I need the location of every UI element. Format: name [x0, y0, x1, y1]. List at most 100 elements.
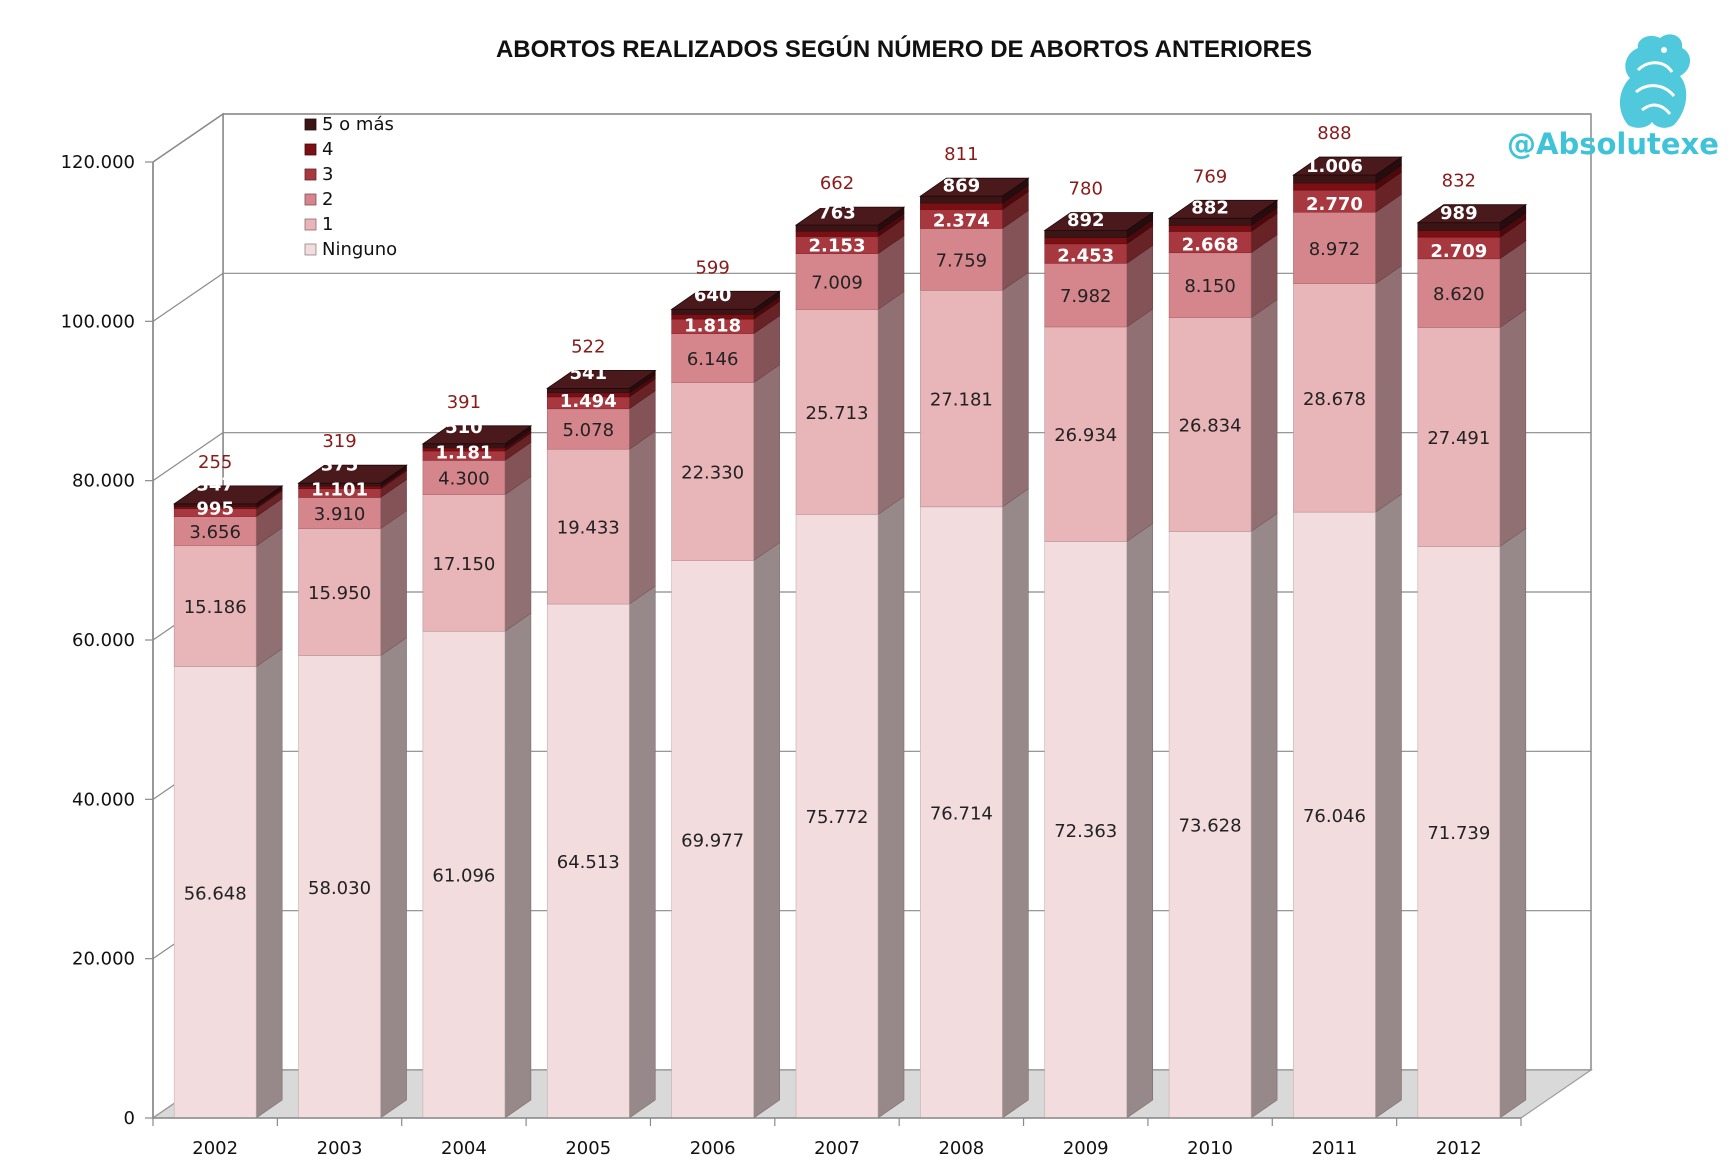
bar-top — [545, 370, 657, 389]
bar-segment-2 — [1044, 263, 1128, 328]
data-label-1: 19.433 — [557, 518, 620, 539]
bar-top — [919, 177, 1030, 197]
data-label-2: 8.972 — [1309, 239, 1361, 260]
legend-item: 1 — [304, 214, 333, 235]
bar-side-Ninguno — [628, 585, 656, 1119]
data-label-1: 27.491 — [1427, 428, 1490, 449]
data-label-2: 5.078 — [563, 420, 615, 441]
bar-side-1 — [1002, 271, 1029, 508]
y-tick-label: 60.000 — [72, 630, 135, 651]
legend-swatch — [304, 193, 317, 206]
bar-segment-5 o más — [671, 309, 754, 315]
bar-2008: 76.714 27.181 7.759 2.374 869 811 — [919, 144, 1030, 1119]
gridline-side — [152, 432, 224, 482]
bar-side-1 — [753, 364, 780, 562]
bar-segment-2 — [298, 497, 381, 529]
bar-segment-4 — [1044, 237, 1128, 245]
bar-segment-Ninguno — [546, 603, 630, 1119]
data-label-2: 8.620 — [1433, 284, 1485, 305]
bar-segment-2 — [920, 228, 1003, 291]
data-label-2: 7.759 — [936, 250, 988, 271]
data-label-4: 888 — [1317, 123, 1351, 144]
data-label-3: 1.101 — [311, 479, 368, 500]
x-tick-label: 2004 — [441, 1138, 487, 1159]
bar-segment-1 — [1044, 326, 1128, 542]
data-label-Ninguno: 71.739 — [1427, 823, 1490, 844]
data-label-4: 769 — [1193, 166, 1227, 187]
y-tick-label: 120.000 — [61, 152, 135, 173]
bar-segment-1 — [920, 290, 1003, 508]
data-label-Ninguno: 75.772 — [806, 807, 869, 828]
legend-item: Ninguno — [304, 239, 397, 260]
bar-side-Ninguno — [1126, 522, 1154, 1119]
data-label-3: 1.494 — [560, 391, 617, 412]
bar-segment-1 — [1168, 317, 1252, 532]
bar-side-Ninguno — [380, 637, 407, 1119]
x-tick-label: 2012 — [1436, 1138, 1482, 1159]
bar-side-1 — [1126, 308, 1154, 543]
bar-segment-2 — [173, 516, 257, 547]
legend-label: 3 — [322, 164, 333, 185]
data-label-3: 1.181 — [435, 442, 492, 463]
legend-label: 1 — [322, 214, 333, 235]
data-label-3: 1.818 — [684, 316, 741, 337]
bar-segment-4 — [1417, 230, 1501, 238]
gridline-side — [152, 272, 224, 322]
bar-segment-1 — [298, 528, 381, 656]
data-label-1: 25.713 — [806, 403, 869, 424]
bar-segment-Ninguno — [1044, 541, 1128, 1119]
data-label-4: 811 — [944, 144, 978, 165]
data-label-Ninguno: 64.513 — [557, 852, 620, 873]
legend-label: 4 — [322, 139, 333, 160]
bar-segment-Ninguno — [422, 630, 506, 1119]
data-label-1: 28.678 — [1303, 389, 1366, 410]
x-tick-label: 2005 — [565, 1138, 611, 1159]
bar-segment-5 o más — [795, 224, 879, 232]
data-label-1: 27.181 — [930, 390, 993, 411]
bar-segment-2 — [422, 460, 506, 495]
data-label-Ninguno: 76.714 — [930, 803, 993, 824]
legend-label: 5 o más — [322, 114, 394, 135]
bar-segment-5 o más — [1168, 218, 1252, 226]
legend-swatch — [304, 143, 317, 156]
bar-side-Ninguno — [753, 541, 780, 1119]
x-tick-label: 2008 — [938, 1138, 984, 1159]
x-tick-label: 2011 — [1312, 1138, 1358, 1159]
legend: 5 o más 4 3 2 1 Ninguno — [304, 114, 397, 260]
x-tick-label: 2009 — [1063, 1138, 1109, 1159]
y-tick-label: 40.000 — [72, 789, 135, 810]
data-label-2: 8.150 — [1184, 276, 1236, 297]
data-label-4: 662 — [820, 173, 854, 194]
data-label-Ninguno: 76.046 — [1303, 806, 1366, 827]
bar-side-Ninguno — [877, 495, 905, 1119]
bar-side-Ninguno — [504, 612, 532, 1119]
bar-top — [1043, 212, 1155, 231]
bar-segment-2 — [546, 408, 630, 450]
griffin-logo-icon — [1619, 34, 1691, 128]
legend-item: 2 — [304, 189, 333, 210]
legend-swatch — [304, 118, 317, 131]
data-label-4: 780 — [1069, 178, 1103, 199]
bar-segment-Ninguno — [671, 560, 754, 1119]
legend-item: 4 — [304, 139, 333, 160]
data-label-4: 522 — [571, 336, 605, 357]
bar-side-1 — [877, 290, 905, 515]
bar-2004: 61.096 17.150 4.300 1.181 510 391 — [421, 392, 533, 1119]
y-tick-label: 0 — [124, 1108, 135, 1129]
bar-segment-5 o más — [920, 195, 1003, 204]
bar-segment-1 — [173, 545, 257, 668]
data-label-1: 26.834 — [1179, 416, 1242, 437]
bar-segment-2 — [1293, 211, 1376, 284]
data-label-5-o-mas: 640 — [694, 285, 732, 306]
legend-label: Ninguno — [322, 239, 397, 260]
bar-segment-Ninguno — [1417, 546, 1501, 1119]
bar-top — [794, 206, 906, 226]
data-label-1: 22.330 — [681, 463, 744, 484]
bar-2011: 76.046 28.678 8.972 2.770 1.006 888 — [1292, 123, 1403, 1119]
data-label-5-o-mas: 1.006 — [1306, 156, 1363, 177]
bar-segment-2 — [1168, 252, 1252, 318]
data-label-1: 17.150 — [432, 554, 495, 575]
